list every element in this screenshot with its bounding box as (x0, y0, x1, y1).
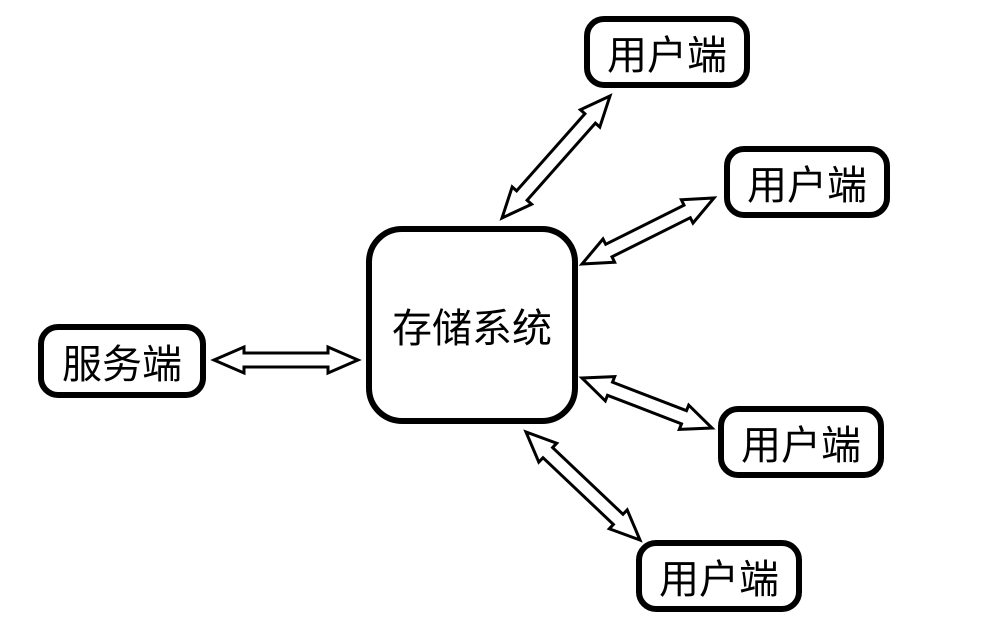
node-server-label: 服务端 (62, 332, 182, 390)
diagram-canvas: 服务端 存储系统 用户端 用户端 用户端 用户端 (0, 0, 1000, 640)
node-client3-label: 用户端 (741, 413, 861, 471)
node-client2-label: 用户端 (747, 153, 867, 211)
node-client4: 用户端 (636, 540, 802, 612)
node-storage: 存储系统 (366, 226, 578, 424)
edge-server-storage (214, 347, 358, 373)
edge-storage-client2 (582, 198, 714, 264)
edge-storage-client4 (526, 432, 640, 540)
node-client2: 用户端 (724, 146, 890, 218)
node-client1: 用户端 (584, 16, 750, 88)
node-storage-label: 存储系统 (392, 296, 552, 354)
node-client3: 用户端 (718, 406, 884, 478)
edge-storage-client1 (502, 96, 610, 218)
node-client4-label: 用户端 (659, 547, 779, 605)
node-client1-label: 用户端 (607, 23, 727, 81)
edge-storage-client3 (582, 377, 712, 430)
node-server: 服务端 (38, 324, 206, 398)
